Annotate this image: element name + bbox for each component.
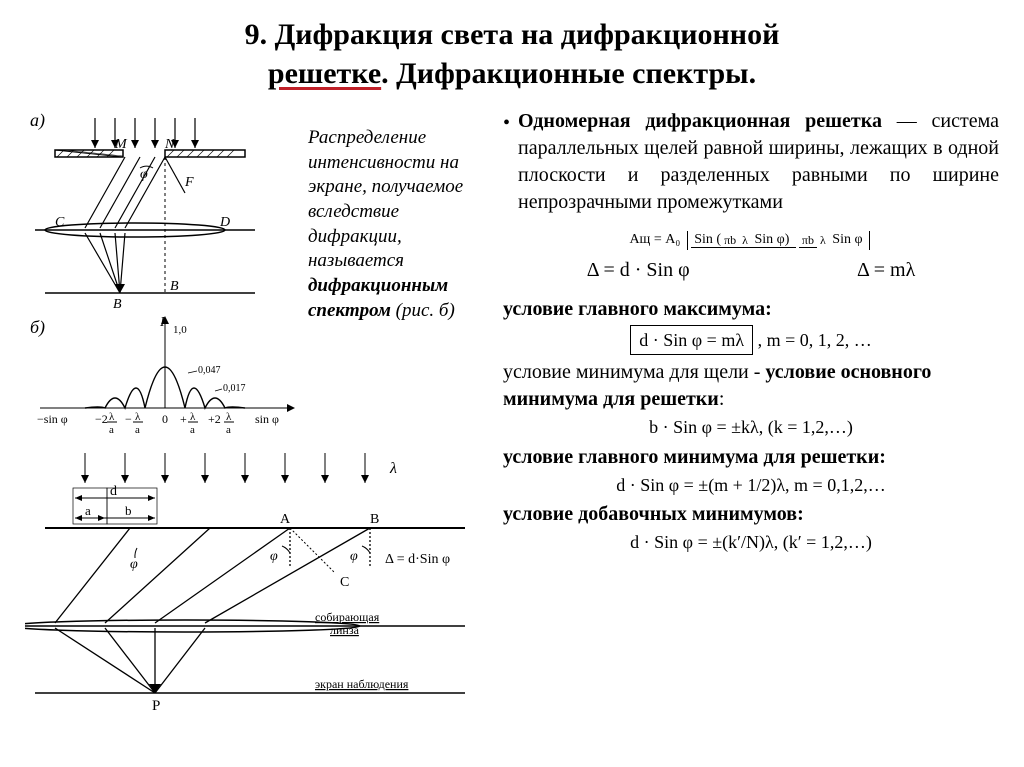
formula-delta-row: Δ = d · Sin φ Δ = mλ xyxy=(503,257,999,284)
svg-text:A: A xyxy=(280,512,291,527)
svg-text:б): б) xyxy=(30,317,45,338)
cond-min1-title: условие минимума для щели - условие осно… xyxy=(503,359,999,413)
bullet-icon: • xyxy=(503,108,510,216)
cond-max-title: условие главного максимума: xyxy=(503,296,999,323)
desc-tail: (рис. б) xyxy=(391,300,455,321)
svg-text:N: N xyxy=(164,137,175,152)
svg-text:M: M xyxy=(114,137,128,152)
formula-amplitude: Aщ = A₀ Sin (πbλ Sin φ) πbλ Sin φ xyxy=(503,224,999,251)
svg-text:φ: φ xyxy=(140,167,148,182)
left-column: а) xyxy=(25,108,493,728)
svg-text:а): а) xyxy=(30,110,45,131)
formula-delta1: Δ = d · Sin φ xyxy=(587,257,690,284)
cond-min1-formula: b · Sin φ = ±kλ, (k = 1,2,…) xyxy=(503,415,999,439)
svg-text:B: B xyxy=(170,279,179,294)
svg-text:−sin φ: −sin φ xyxy=(37,412,68,426)
svg-text:1,0: 1,0 xyxy=(173,324,187,336)
svg-text:λ: λ xyxy=(226,411,232,423)
svg-text:0: 0 xyxy=(162,412,168,426)
svg-text:экран наблюдения: экран наблюдения xyxy=(315,677,409,691)
svg-text:d: d xyxy=(110,484,117,499)
svg-text:+: + xyxy=(180,412,187,426)
svg-text:0,017: 0,017 xyxy=(223,383,246,394)
svg-text:λ: λ xyxy=(109,411,115,423)
svg-text:0,047: 0,047 xyxy=(198,365,221,376)
svg-text:Δ = d·Sin φ: Δ = d·Sin φ xyxy=(385,552,450,567)
cond-min3-formula: d · Sin φ = ±(k′/N)λ, (k′ = 1,2,…) xyxy=(503,530,999,554)
svg-text:F: F xyxy=(184,175,194,190)
cond-min3-title: условие добавочных минимумов: xyxy=(503,501,999,528)
desc-text: Распределение интенсивности на экране, п… xyxy=(308,127,463,271)
svg-text:C: C xyxy=(340,575,349,590)
cond-max-formula: d · Sin φ = mλ , m = 0, 1, 2, … xyxy=(503,325,999,355)
cond-min2-title: условие главного минимума для решетки: xyxy=(503,444,999,471)
svg-text:D: D xyxy=(219,215,230,230)
title-line1: 9. Дифракция света на дифракционной xyxy=(245,18,780,51)
right-column: • Одномерная дифракционная решетка — сис… xyxy=(503,108,999,728)
def-bold: Одномерная дифракционная решетка xyxy=(518,110,882,132)
cond-min2-formula: d · Sin φ = ±(m + 1/2)λ, m = 0,1,2,… xyxy=(503,473,999,497)
svg-text:+2: +2 xyxy=(208,412,221,426)
svg-text:sin φ: sin φ xyxy=(255,412,279,426)
svg-text:−: − xyxy=(125,412,132,426)
svg-text:λ: λ xyxy=(190,411,196,423)
figure-description: Распределение интенсивности на экране, п… xyxy=(308,108,493,324)
svg-text:a: a xyxy=(85,503,91,518)
definition-text: Одномерная дифракционная решетка — систе… xyxy=(518,108,999,216)
svg-text:C: C xyxy=(55,215,65,230)
title-line2-tail: . Дифракционные спектры. xyxy=(381,57,756,90)
figure-b-grating-geometry: λ d a b A B φ xyxy=(25,448,485,723)
svg-text:B: B xyxy=(113,297,122,312)
svg-text:B: B xyxy=(370,512,379,527)
svg-text:φ: φ xyxy=(350,549,358,564)
svg-text:b: b xyxy=(125,503,132,518)
svg-text:φ: φ xyxy=(130,557,138,572)
svg-text:a: a xyxy=(226,424,231,436)
title-line2-underlined: решетке xyxy=(268,57,381,90)
svg-text:a: a xyxy=(190,424,195,436)
svg-text:φ: φ xyxy=(270,549,278,564)
svg-text:a: a xyxy=(135,424,140,436)
figure-a-diffraction: а) xyxy=(25,108,300,443)
svg-text:P: P xyxy=(152,698,160,714)
svg-text:собирающая: собирающая xyxy=(315,610,380,624)
formula-delta2: Δ = mλ xyxy=(857,257,915,284)
svg-text:λ: λ xyxy=(135,411,141,423)
svg-text:λ: λ xyxy=(389,460,397,477)
slide-title: 9. Дифракция света на дифракционной реше… xyxy=(25,15,999,93)
svg-text:a: a xyxy=(109,424,114,436)
svg-text:−2: −2 xyxy=(95,412,108,426)
svg-text:линза: линза xyxy=(330,623,360,637)
